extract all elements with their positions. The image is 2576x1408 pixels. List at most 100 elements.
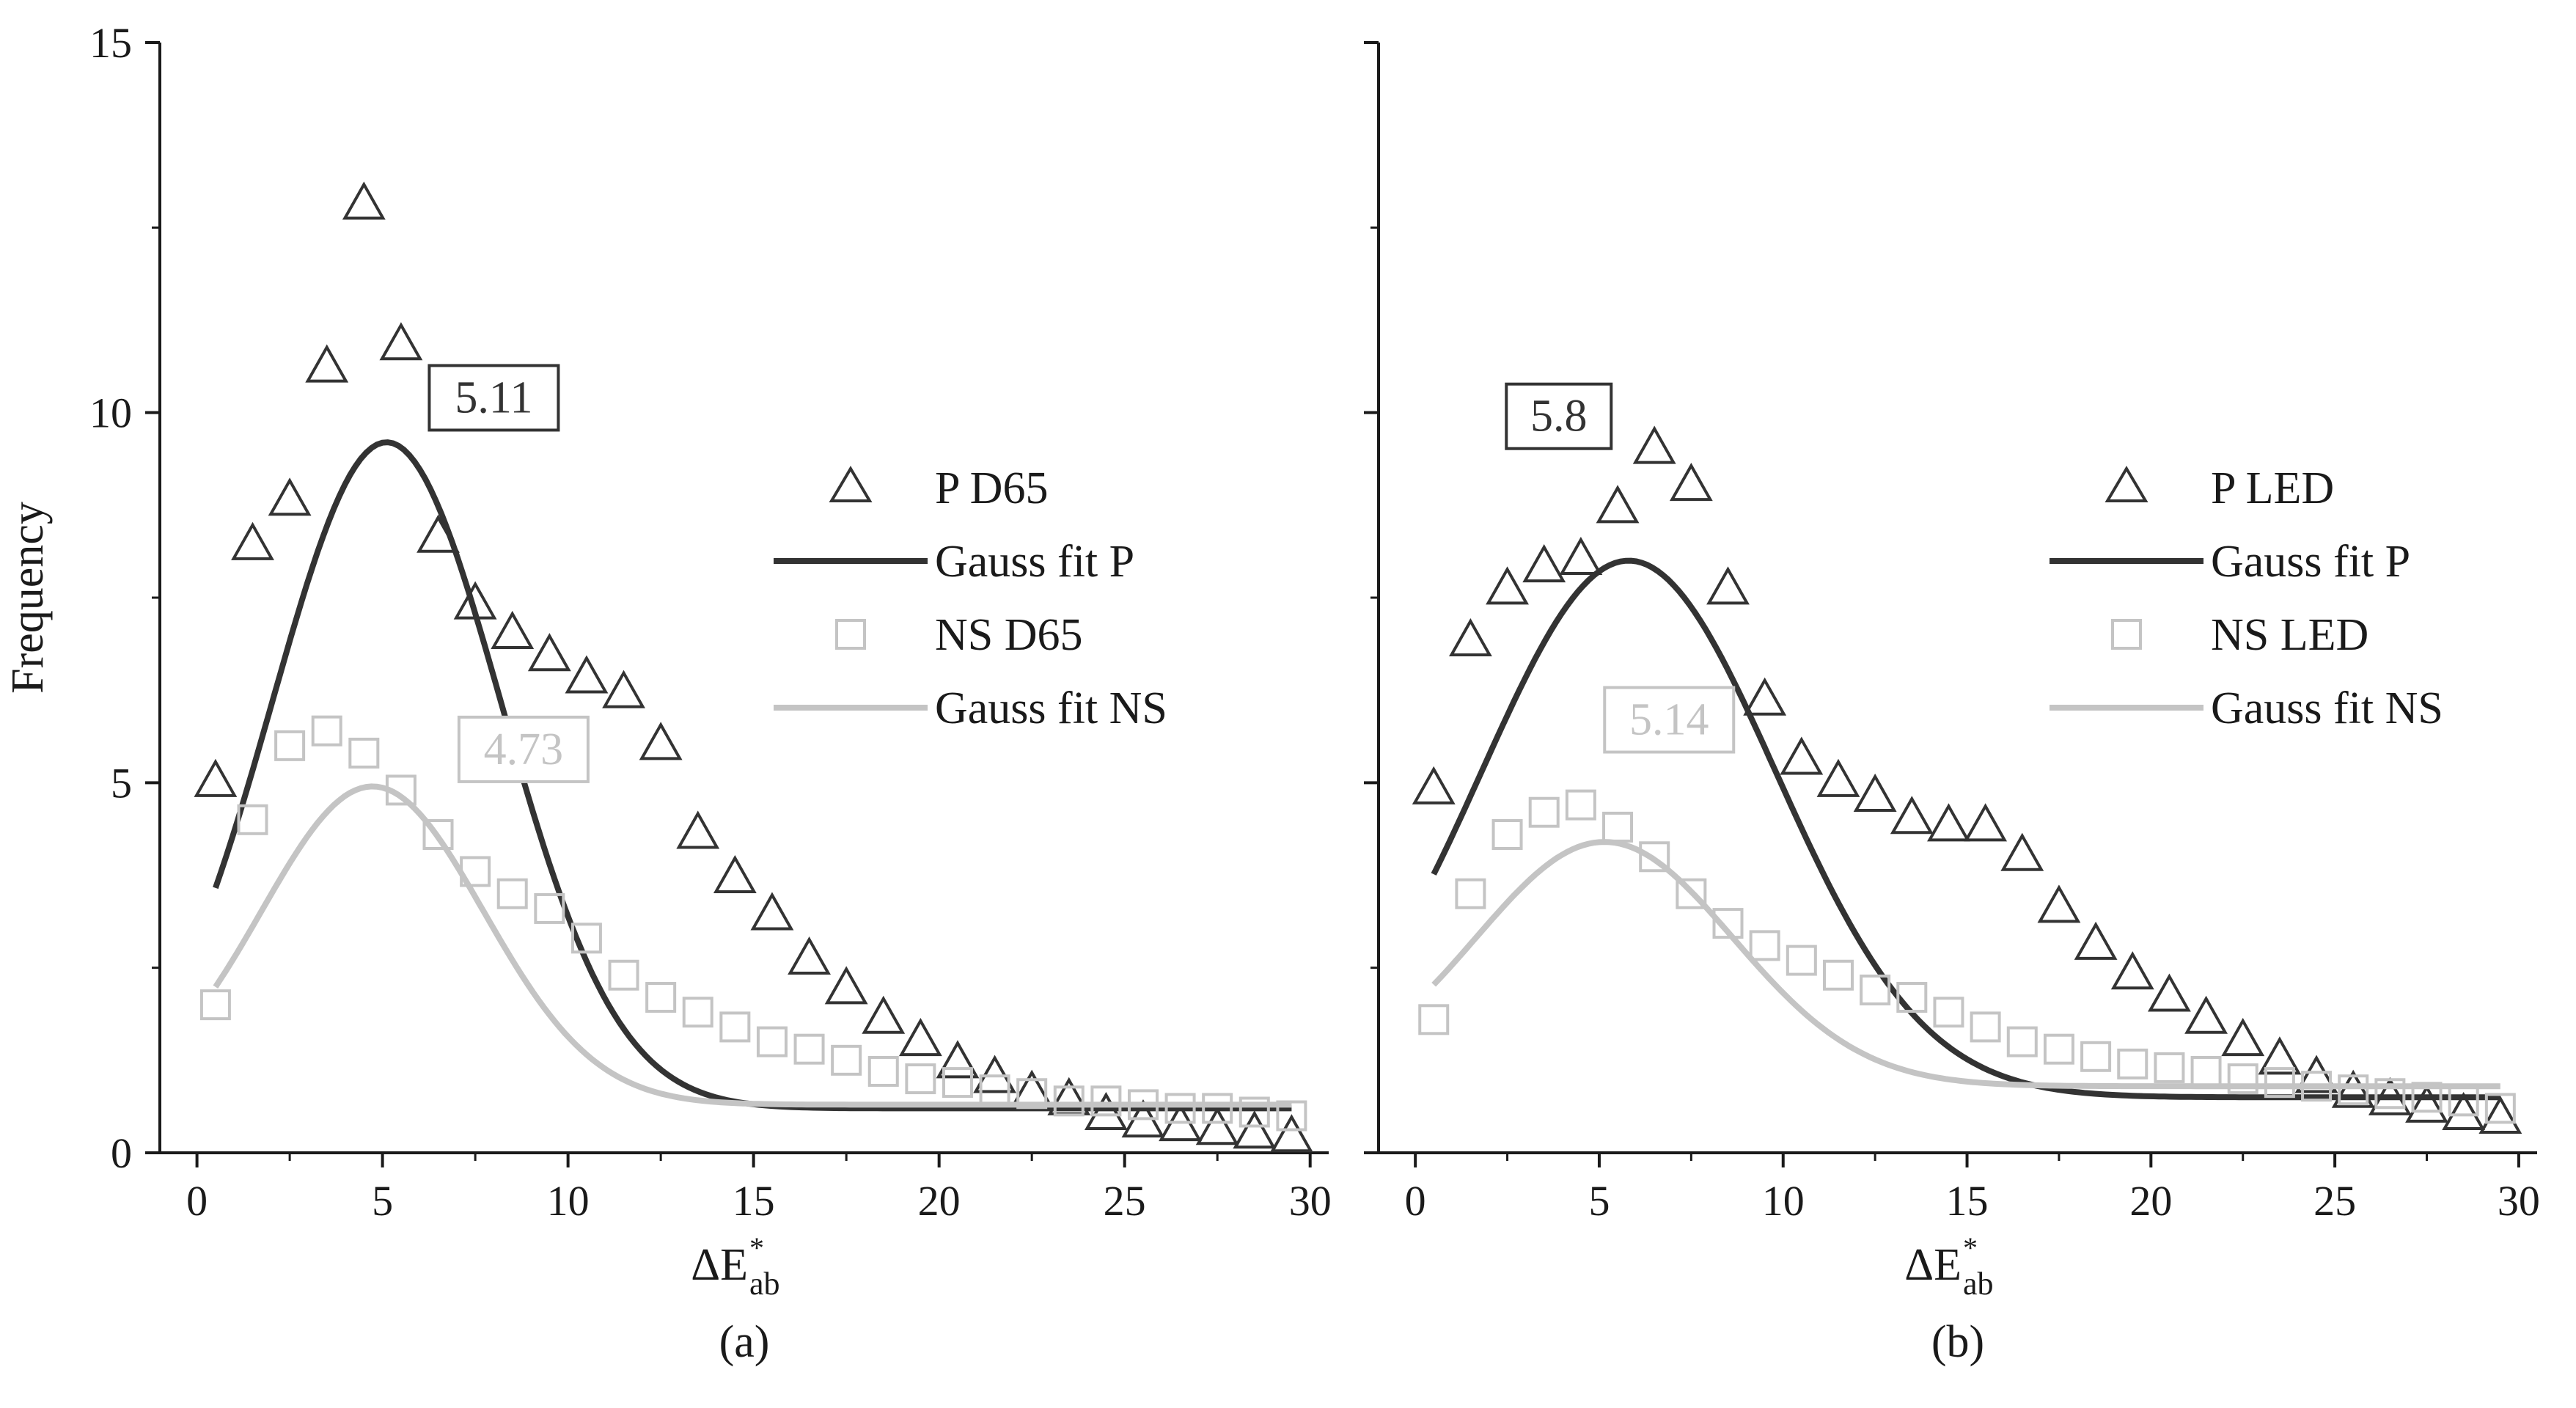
annotation-box [1603, 686, 1736, 754]
data-point-square [1202, 1093, 1233, 1124]
chart-panel-b: 0 5 10 15 20 25 30 ΔE *ab (b) 5.8 5.14 P LED Gauss fi… [1364, 41, 2540, 1367]
data-point-square [645, 982, 677, 1013]
data-point-triangle [1195, 1107, 1239, 1145]
annotation-box [428, 364, 560, 432]
data-point-square [1970, 1011, 2001, 1043]
legend-triangle-symbol [829, 466, 873, 502]
data-point-square [2374, 1078, 2406, 1110]
x-axis-title-sub: ab [749, 1266, 780, 1302]
data-point-square [905, 1063, 936, 1095]
annotation-label: 5.14 [1629, 695, 1709, 745]
data-point-square [867, 1055, 899, 1087]
panel-caption: (b) [1931, 1317, 1984, 1367]
y-tick-label: 5 [111, 759, 132, 807]
x-tick-label: 20 [2129, 1177, 2172, 1225]
data-point-triangle [1632, 425, 1676, 464]
data-point-square [682, 997, 713, 1028]
data-point-square [756, 1026, 788, 1057]
data-point-square [1786, 945, 1817, 976]
data-point-triangle [1780, 736, 1824, 775]
data-point-triangle [2478, 1095, 2522, 1134]
data-point-triangle [2294, 1055, 2338, 1093]
data-point-triangle [1596, 485, 1640, 524]
y-tick-label: 0 [111, 1129, 132, 1177]
legend-label: Gauss fit P [935, 537, 1134, 587]
data-point-square [1565, 789, 1596, 821]
x-tick-label: 5 [1588, 1177, 1610, 1225]
data-point-triangle [1743, 677, 1787, 716]
x-tick-label: 15 [1946, 1177, 1989, 1225]
data-point-triangle [936, 1040, 980, 1079]
data-point-triangle [268, 477, 312, 516]
data-point-square [2227, 1063, 2258, 1095]
data-point-square [2264, 1067, 2295, 1099]
data-point-square [2484, 1093, 2516, 1124]
x-tick-label: 30 [2498, 1177, 2540, 1225]
x-axis-title-sub: ab [1963, 1266, 1994, 1302]
data-point-triangle [1084, 1091, 1128, 1131]
annotation-label: 5.8 [1530, 392, 1588, 441]
data-point-square [719, 1011, 751, 1043]
data-point-square [1639, 841, 1670, 873]
data-point-triangle [1669, 463, 1713, 502]
x-axis-title-sup: * [749, 1231, 764, 1264]
data-point-square [2117, 1048, 2148, 1079]
data-point-triangle [2147, 973, 2191, 1012]
data-point-triangle [2110, 951, 2154, 990]
data-point-square [608, 959, 639, 991]
data-point-triangle [342, 181, 386, 220]
legend-label: Gauss fit NS [935, 683, 1167, 733]
data-point-square [793, 1033, 825, 1065]
data-point-triangle [713, 854, 757, 894]
x-tick-label: 0 [186, 1177, 208, 1225]
data-point-square [1712, 908, 1744, 939]
panel-caption: (a) [719, 1317, 770, 1367]
data-point-square [1455, 878, 1486, 909]
data-point-square [2154, 1052, 2185, 1083]
data-point-triangle [2037, 884, 2081, 923]
data-point-square [422, 818, 454, 850]
data-point-triangle [788, 936, 831, 975]
data-point-triangle [898, 1018, 942, 1057]
data-point-square [348, 737, 380, 769]
data-point-triangle [602, 670, 645, 708]
data-point-square [496, 878, 528, 909]
x-tick-label: 25 [2313, 1177, 2356, 1225]
data-point-square [570, 923, 602, 954]
legend-triangle-symbol [2105, 466, 2148, 502]
data-point-triangle [1233, 1110, 1277, 1149]
data-point-triangle [194, 758, 238, 797]
data-point-triangle [2405, 1084, 2448, 1123]
x-tick-label: 25 [1104, 1177, 1146, 1225]
data-point-square [1528, 796, 1560, 828]
legend-label: NS LED [2211, 610, 2368, 660]
data-point-square [1491, 818, 1523, 850]
data-point-triangle [2258, 1036, 2302, 1075]
data-point-square [1239, 1096, 1270, 1128]
data-point-triangle [2184, 995, 2228, 1034]
data-point-square [1896, 982, 1928, 1013]
data-point-triangle [527, 633, 571, 672]
series-line-gauss-fit-ns [1431, 839, 2500, 1090]
data-point-triangle [1522, 544, 1566, 583]
data-point-triangle [1448, 617, 1492, 657]
legend-label: NS D65 [935, 610, 1083, 660]
data-point-triangle [676, 810, 720, 849]
series-line-gauss-fit-p [1431, 557, 2500, 1101]
data-point-square [2338, 1074, 2369, 1106]
y-tick-label: 10 [89, 389, 132, 437]
data-point-triangle [1269, 1114, 1313, 1153]
x-tick-label: 0 [1405, 1177, 1426, 1225]
data-point-square [979, 1074, 1010, 1106]
data-point-triangle [750, 892, 794, 931]
x-tick-label: 10 [1762, 1177, 1805, 1225]
data-point-triangle [2074, 921, 2118, 960]
data-point-triangle [2331, 1069, 2375, 1108]
x-tick-label: 30 [1289, 1177, 1332, 1225]
data-point-square [1749, 930, 1780, 961]
data-point-triangle [1486, 566, 1529, 605]
data-point-triangle [2221, 1018, 2265, 1057]
legend-square-symbol [2111, 619, 2142, 650]
data-point-triangle [862, 995, 906, 1034]
